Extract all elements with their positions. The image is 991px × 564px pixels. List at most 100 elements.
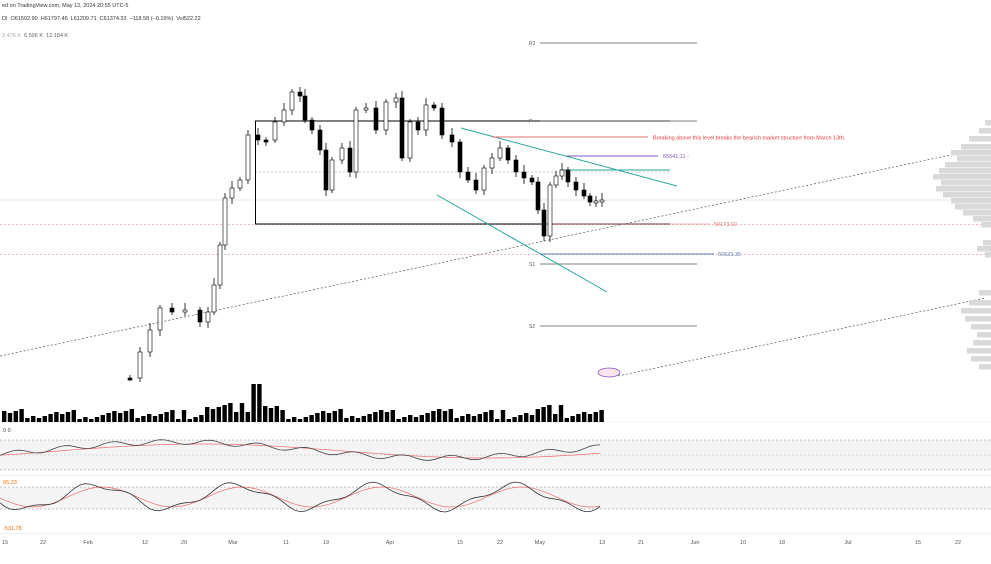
volume-bar <box>396 419 401 422</box>
candle-body <box>302 95 308 121</box>
volume-profile-bar <box>961 144 991 150</box>
volume-bar <box>89 419 94 422</box>
volume-bar <box>332 411 337 422</box>
volume-bar <box>344 418 349 422</box>
time-axis-label: 22 <box>40 540 46 546</box>
volume-profile-bar <box>951 150 991 156</box>
candle-body <box>399 97 405 159</box>
volume-bar <box>36 418 42 422</box>
volume-bar <box>338 409 343 422</box>
candle-body <box>329 159 335 191</box>
volume-bar <box>477 414 482 422</box>
volume-bar <box>274 406 279 422</box>
oscillator2-value-a: 65.33 <box>3 480 17 486</box>
volume-bar <box>390 410 395 422</box>
volume-profile-bar <box>971 356 991 362</box>
candle-body <box>581 189 587 197</box>
level-56523-label: 56523.35 <box>718 252 741 258</box>
volume-bar <box>558 405 564 422</box>
volume-bar <box>518 415 523 422</box>
volume-bar <box>286 419 291 422</box>
candle-body <box>289 91 295 111</box>
volume-bar <box>234 412 239 422</box>
volume-bar <box>454 418 459 422</box>
volume-bar <box>379 410 384 422</box>
time-axis-label: Jul <box>844 540 851 546</box>
candle-body <box>393 97 399 103</box>
volume-profile-bar <box>971 324 991 330</box>
volume-bar <box>564 418 569 422</box>
volume-bar <box>553 414 558 422</box>
pivot-p-label: P <box>529 119 533 125</box>
candle-body <box>407 121 413 159</box>
volume-bar <box>292 417 297 422</box>
volume-bar <box>425 413 430 422</box>
volume-bar <box>582 412 587 422</box>
volume-bar <box>94 417 100 422</box>
volume-bar <box>25 418 30 422</box>
candle-body <box>211 284 217 313</box>
volume-bar <box>181 410 187 422</box>
volume-stat-1: 3.476 K <box>2 33 21 39</box>
price-candles <box>127 87 605 382</box>
volume-stat-3: 12.184 K <box>46 33 69 39</box>
candle-body <box>423 104 429 131</box>
volume-profile-bar <box>957 156 991 162</box>
volume-bar <box>524 413 529 422</box>
volume-bar <box>495 419 500 422</box>
volume-bar <box>239 403 245 422</box>
oscillator2-band <box>0 487 991 509</box>
volume-bar <box>297 419 303 422</box>
time-axis-label: 11 <box>283 540 289 546</box>
volume-bar <box>216 407 221 422</box>
volume-bar <box>60 414 65 422</box>
volume-bar <box>466 414 471 422</box>
candle-body <box>465 171 471 181</box>
time-axis-label: 19 <box>323 540 329 546</box>
volume-bar <box>402 417 407 422</box>
level-59173-label: 59173.92 <box>714 222 737 228</box>
time-axis-label: 18 <box>779 540 785 546</box>
volume-bar <box>373 412 378 422</box>
volume-bar <box>437 409 442 422</box>
time-axis-label: Feb <box>83 540 92 546</box>
time-axis-label: 15 <box>915 540 921 546</box>
volume-profile <box>933 120 991 370</box>
volume-bar <box>541 407 546 422</box>
candle-body <box>547 184 553 237</box>
volume-profile-bar <box>936 186 991 192</box>
volume-bar <box>361 416 366 422</box>
volume-profile-bar <box>969 136 991 142</box>
volume-bar <box>384 412 390 422</box>
level-65541-label: 65541.11 - <box>663 154 689 160</box>
volume-bar <box>367 414 372 422</box>
candle-body <box>449 134 455 143</box>
candle-body <box>297 91 303 97</box>
volume-profile-bar <box>955 204 991 210</box>
event-marker-icon[interactable] <box>597 367 621 378</box>
volume-bar <box>123 411 129 422</box>
volume-bar <box>599 410 604 422</box>
oscillator1-line <box>0 439 601 461</box>
volume-bar <box>83 417 88 422</box>
candle-body <box>363 107 369 111</box>
candle-body <box>237 179 243 189</box>
volume-profile-bar <box>985 120 991 126</box>
candle-body <box>593 200 599 204</box>
volume-bar <box>222 405 227 422</box>
volume-bar <box>587 414 593 422</box>
candle-body <box>439 107 445 136</box>
ohlc-change: −118.58 (−0.19%) <box>129 16 174 22</box>
bearish-structure-note: Breaking above this level breaks the bea… <box>653 136 846 142</box>
volume-bars <box>2 384 604 422</box>
volume-bar <box>19 409 24 422</box>
candle-body <box>489 157 495 169</box>
time-axis-label: 22 <box>497 540 503 546</box>
volume-bar <box>210 409 216 422</box>
time-axis-label: Mar <box>228 540 238 546</box>
time-axis[interactable]: 15 22 Feb 12 20 Mar 11 19 Apr 15 22 May 13 21 Jun 10 18 J… <box>2 540 961 546</box>
time-axis-label: 20 <box>181 540 187 546</box>
candle-body <box>353 109 359 173</box>
oscillator1-value: 0 0 <box>3 428 11 434</box>
